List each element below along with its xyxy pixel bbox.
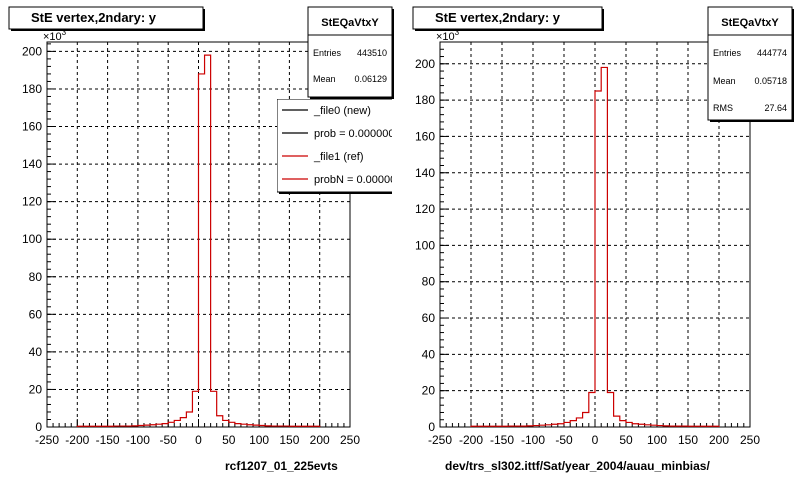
x-tick-label: 200 — [310, 433, 330, 447]
y-tick-label: 200 — [22, 44, 42, 58]
y-tick-label: 80 — [422, 275, 436, 289]
histogram-panel-2: -250 -200 -150 -100 -50 0 50 100 150 200 250 0 20 40 6… — [412, 6, 794, 473]
y-tick-label: 140 — [415, 166, 435, 180]
x-tick-label: 250 — [340, 433, 360, 447]
stats-name: StEQaVtxY — [321, 17, 379, 29]
legend-entry-label: probN = 0.000000 — [314, 174, 402, 186]
y-tick-label: 40 — [422, 347, 436, 361]
y-tick-label: 100 — [22, 232, 42, 246]
y-tick-label: 40 — [29, 345, 43, 359]
x-tick-label: -250 — [428, 433, 452, 447]
legend-entry-label: _file1 (ref) — [313, 151, 364, 163]
stats-row-label: Entries — [713, 48, 742, 58]
title-box — [8, 6, 204, 30]
y-tick-label: 60 — [422, 311, 436, 325]
x-tick-label: -150 — [490, 433, 514, 447]
stats-row-value: 444774 — [757, 48, 787, 58]
y-axis-exponent: ×103 — [436, 28, 460, 43]
y-tick-label: 60 — [29, 307, 43, 321]
x-axis-label: rcf1207_01_225evts — [225, 459, 338, 473]
x-tick-label: -250 — [35, 433, 59, 447]
y-tick-label: 0 — [35, 420, 42, 434]
stats-row-value: 443510 — [357, 48, 387, 58]
y-axis-exponent: ×103 — [43, 28, 67, 43]
x-tick-label: 50 — [222, 433, 236, 447]
x-tick-label: 150 — [678, 433, 698, 447]
y-tick-label: 80 — [29, 270, 43, 284]
legend: _file0 (new) prob = 0.000000 _file1 (ref) p… — [277, 99, 402, 194]
x-tick-label: 150 — [279, 433, 299, 447]
y-tick-label: 20 — [422, 384, 436, 398]
x-tick-label: 250 — [740, 433, 760, 447]
x-tick-label: 100 — [647, 433, 667, 447]
x-tick-label: -200 — [65, 433, 89, 447]
y-tick-label: 180 — [415, 93, 435, 107]
stats-row-label: Mean — [313, 74, 336, 84]
chart-title: StE vertex,2ndary: y — [31, 10, 157, 25]
x-tick-label: 100 — [249, 433, 269, 447]
x-tick-label: 0 — [195, 433, 202, 447]
histogram-series — [76, 54, 321, 427]
legend-box — [277, 99, 392, 193]
legend-entry-label: prob = 0.000000 — [314, 128, 394, 140]
stats-row-value: 27.64 — [764, 103, 787, 113]
stats-box — [307, 6, 393, 98]
y-tick-label: 120 — [22, 195, 42, 209]
x-tick-label: -100 — [126, 433, 150, 447]
y-tick-label: 160 — [22, 120, 42, 134]
y-tick-label: 200 — [415, 57, 435, 71]
x-tick-label: 200 — [709, 433, 729, 447]
stats-row-label: Entries — [313, 48, 342, 58]
stats-row-label: RMS — [713, 103, 733, 113]
title-box — [412, 6, 603, 30]
stats-name: StEQaVtxY — [721, 17, 779, 29]
x-tick-label: -50 — [555, 433, 573, 447]
y-tick-label: 100 — [415, 238, 435, 252]
x-tick-label: -100 — [521, 433, 545, 447]
x-tick-label: 0 — [592, 433, 599, 447]
histogram-panel-1: -250 -200 -150 -100 -50 0 50 100 150 200 250 0 20 40 6… — [8, 6, 402, 473]
stats-row-value: 0.05718 — [754, 76, 787, 86]
x-tick-label: -200 — [459, 433, 483, 447]
x-tick-label: 50 — [619, 433, 633, 447]
histogram-series — [470, 66, 720, 427]
y-tick-label: 120 — [415, 202, 435, 216]
y-tick-label: 160 — [415, 129, 435, 143]
stats-row-value: 0.06129 — [354, 74, 387, 84]
stats-box — [707, 6, 793, 121]
x-axis-label: dev/trs_sl302.ittf/Sat/year_2004/auau_mi… — [445, 459, 710, 473]
x-tick-label: -150 — [96, 433, 120, 447]
x-tick-label: -50 — [160, 433, 178, 447]
y-tick-label: 140 — [22, 157, 42, 171]
y-tick-label: 0 — [428, 420, 435, 434]
stats-row-label: Mean — [713, 76, 736, 86]
y-tick-label: 20 — [29, 382, 43, 396]
y-tick-label: 180 — [22, 82, 42, 96]
legend-entry-label: _file0 (new) — [313, 105, 371, 117]
chart-title: StE vertex,2ndary: y — [435, 10, 561, 25]
